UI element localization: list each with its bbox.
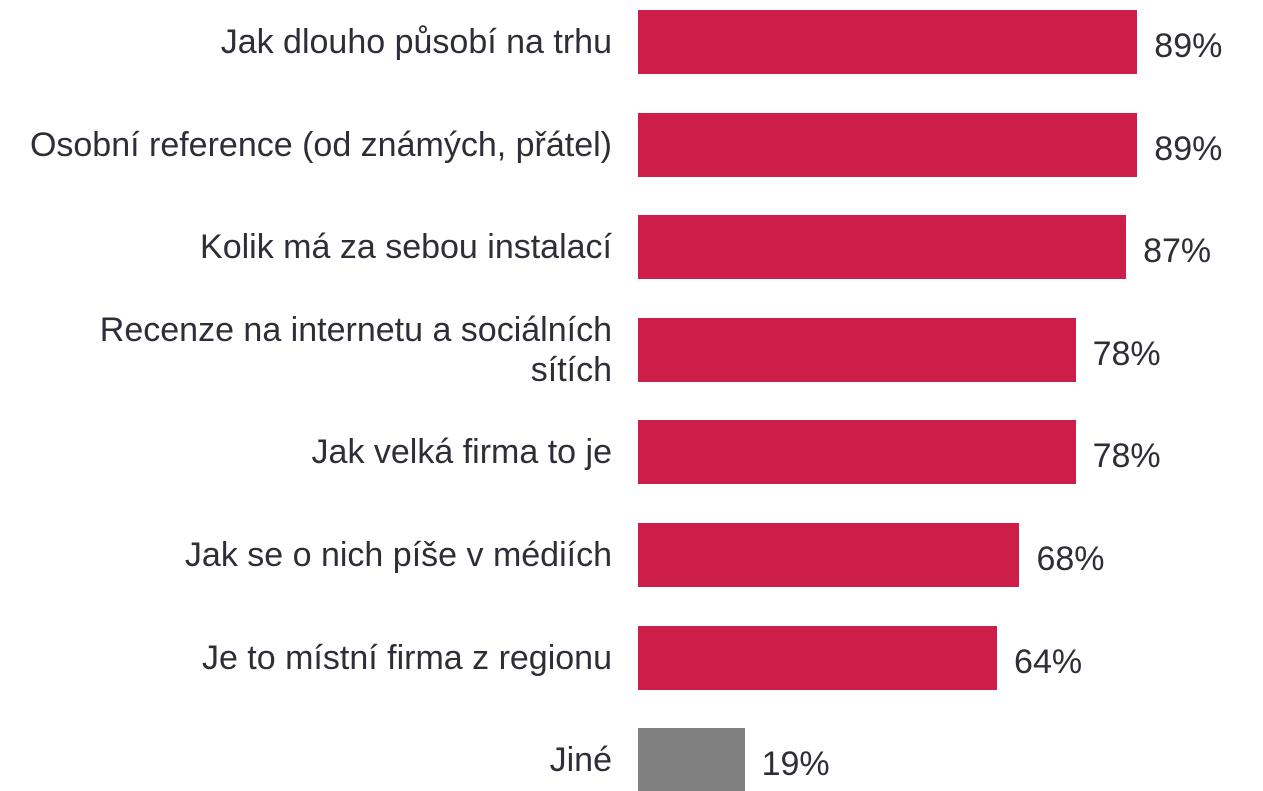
category-label: Jiné bbox=[549, 741, 612, 780]
value-label: 68% bbox=[1036, 540, 1105, 578]
category-label: Recenze na internetu a sociálních sítích bbox=[99, 310, 612, 389]
category-label: Jak dlouho působí na trhu bbox=[220, 23, 612, 61]
category-label: Kolik má za sebou instalací bbox=[200, 228, 612, 267]
bar bbox=[638, 420, 1076, 485]
bar bbox=[638, 10, 1138, 74]
category-label: Jak se o nich píše v médiích bbox=[184, 536, 612, 574]
category-label: Je to místní firma z regionu bbox=[201, 638, 612, 677]
category-label: Osobní reference (od známých, přátel) bbox=[29, 125, 612, 164]
bar bbox=[638, 112, 1138, 177]
value-label: 64% bbox=[1014, 642, 1083, 681]
value-label: 87% bbox=[1143, 232, 1212, 271]
value-label: 78% bbox=[1092, 437, 1161, 476]
value-label: 78% bbox=[1092, 334, 1161, 373]
bar bbox=[638, 215, 1127, 280]
bar bbox=[638, 523, 1020, 587]
bar bbox=[638, 317, 1076, 382]
bar bbox=[638, 625, 998, 690]
category-label: Jak velká firma to je bbox=[311, 433, 612, 472]
value-label: 19% bbox=[761, 745, 830, 784]
value-label: 89% bbox=[1154, 129, 1223, 168]
value-label: 89% bbox=[1154, 27, 1223, 65]
bar bbox=[638, 728, 745, 791]
